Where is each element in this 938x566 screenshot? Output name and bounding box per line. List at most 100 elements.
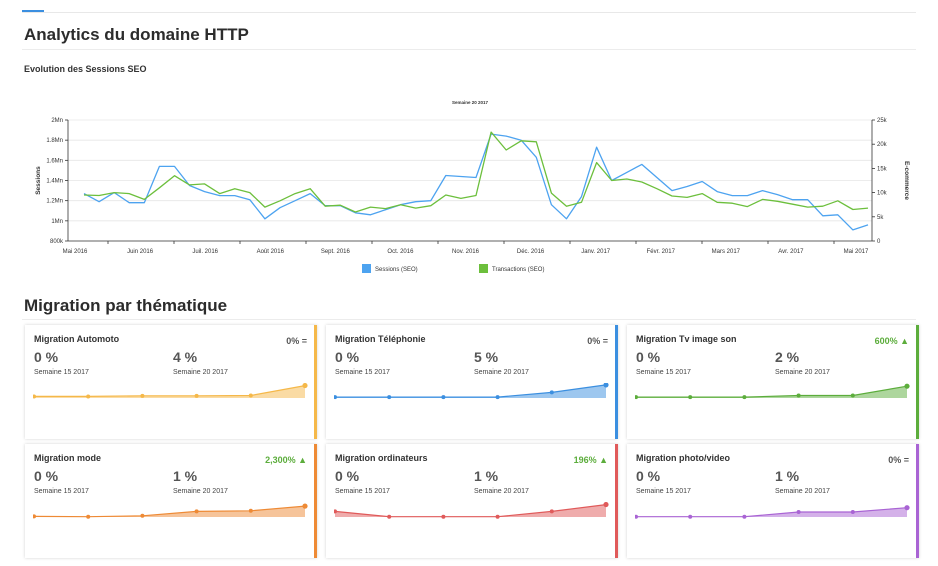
x-tick-label: Mars 2017 (712, 249, 741, 255)
sparkline-point[interactable] (688, 395, 693, 400)
card-change: 0% = (587, 336, 608, 346)
sparkline-point[interactable] (140, 513, 145, 518)
card-from-week: Semaine 15 2017 (636, 369, 691, 376)
card-from-value: 0 % (636, 349, 661, 365)
card-from-week: Semaine 15 2017 (34, 369, 89, 376)
sparkline-point[interactable] (742, 514, 747, 519)
sparkline-point[interactable] (334, 395, 337, 400)
sparkline-line (334, 504, 607, 518)
sparkline-point[interactable] (387, 395, 392, 400)
sparkline-point[interactable] (194, 393, 199, 398)
sparkline-point[interactable] (603, 502, 609, 508)
migration-card[interactable]: Migration ordinateurs 196% ▲ 0 % 1 % Semaine… (326, 444, 618, 558)
sparkline-point[interactable] (33, 514, 36, 519)
sparkline-point[interactable] (688, 514, 693, 519)
sparkline-point[interactable] (248, 393, 253, 398)
sparkline-point[interactable] (441, 395, 446, 400)
card-from-week: Semaine 15 2017 (335, 488, 390, 495)
sparkline-point[interactable] (194, 509, 199, 514)
card-title: Migration photo/video (636, 453, 730, 463)
sparkline-area (34, 506, 305, 517)
chart-title: Semaine 20 2017 (452, 100, 489, 105)
sparkline-point[interactable] (387, 514, 392, 519)
x-tick-label: Nov. 2016 (452, 249, 480, 255)
card-sparkline (334, 383, 609, 400)
sparkline-point[interactable] (302, 383, 308, 389)
x-tick-label: Oct. 2016 (387, 249, 414, 255)
sparkline-point[interactable] (140, 393, 145, 398)
sparkline-area (636, 386, 907, 398)
card-accent-bar (314, 325, 317, 439)
sparkline-point[interactable] (549, 390, 554, 395)
sparkline-point[interactable] (742, 395, 747, 400)
sparkline-point[interactable] (549, 509, 554, 514)
card-change: 2,300% ▲ (265, 455, 307, 465)
legend-label: Sessions (SEO) (375, 267, 418, 273)
sparkline-point[interactable] (904, 505, 910, 511)
sparkline-point[interactable] (850, 510, 855, 515)
card-from-week: Semaine 15 2017 (34, 488, 89, 495)
y2-tick-label: 10k (877, 191, 888, 197)
series-line-transactions-seo[interactable] (83, 131, 869, 213)
y-tick-label: 1.2Mn (46, 199, 63, 205)
sparkline-line (335, 384, 607, 398)
series-line-sessions-seo[interactable] (83, 133, 869, 231)
card-title: Migration Automoto (34, 334, 120, 344)
card-title: Migration mode (34, 453, 101, 463)
migration-card[interactable]: Migration Tv image son 600% ▲ 0 % 2 % Semain… (627, 325, 919, 439)
section-divider (22, 319, 916, 320)
card-accent-bar (314, 444, 317, 558)
sparkline-point[interactable] (302, 503, 308, 509)
y-tick-label: 800k (50, 239, 64, 245)
y2-tick-label: 25k (877, 118, 888, 124)
x-tick-label: Janv. 2017 (581, 249, 611, 255)
migration-card[interactable]: Migration Téléphonie 0% = 0 % 5 % Semaine 15… (326, 325, 618, 439)
card-to-value: 4 % (173, 349, 198, 365)
y2-axis-label: E-commerce (903, 161, 910, 200)
legend-swatch[interactable] (362, 264, 371, 273)
legend-label: Transactions (SEO) (492, 267, 544, 273)
card-from-value: 0 % (636, 468, 661, 484)
top-accent-bar (22, 10, 44, 12)
sparkline-point[interactable] (33, 394, 36, 399)
migration-card[interactable]: Migration Automoto 0% = 0 % 4 % Semaine 15 2… (25, 325, 317, 439)
sparkline-point[interactable] (441, 514, 446, 519)
sessions-chart[interactable]: Semaine 20 2017 800k 1Mn 1.2Mn 1.4Mn 1.6Mn 1.8… (0, 92, 938, 282)
chart-heading: Evolution des Sessions SEO (24, 64, 147, 74)
sparkline-point[interactable] (850, 393, 855, 398)
sparkline-line (636, 385, 908, 398)
card-change: 196% ▲ (573, 455, 608, 465)
sparkline-point[interactable] (796, 510, 801, 515)
x-tick-label: Févr. 2017 (647, 249, 676, 255)
card-from-week: Semaine 15 2017 (335, 369, 390, 376)
sparkline-area (335, 384, 606, 398)
title-divider (22, 49, 916, 50)
legend-swatch[interactable] (479, 264, 488, 273)
card-to-week: Semaine 20 2017 (173, 369, 228, 376)
y2-tick-label: 15k (877, 166, 888, 172)
sparkline-point[interactable] (86, 514, 91, 519)
y2-tick-label: 20k (877, 142, 888, 148)
card-change: 0% = (888, 455, 909, 465)
card-change: 600% ▲ (874, 336, 909, 346)
sparkline-point[interactable] (603, 383, 609, 388)
card-accent-bar (615, 444, 618, 558)
card-change: 0% = (286, 336, 307, 346)
sparkline-point[interactable] (635, 514, 638, 519)
sparkline-point[interactable] (904, 383, 910, 389)
x-tick-label: Août 2016 (257, 249, 285, 255)
card-title: Migration Téléphonie (335, 334, 426, 344)
sparkline-point[interactable] (86, 394, 91, 399)
section-title: Migration par thématique (24, 296, 228, 315)
sparkline-point[interactable] (796, 393, 801, 398)
card-to-week: Semaine 20 2017 (775, 369, 830, 376)
migration-card[interactable]: Migration mode 2,300% ▲ 0 % 1 % Semaine 15 2… (25, 444, 317, 558)
sparkline-point[interactable] (248, 508, 253, 513)
sparkline-point[interactable] (495, 514, 500, 519)
migration-card[interactable]: Migration photo/video 0% = 0 % 1 % Semaine 1… (627, 444, 919, 558)
sparkline-point[interactable] (334, 509, 337, 514)
sparkline-point[interactable] (635, 395, 638, 400)
sparkline-line (33, 505, 306, 518)
sparkline-point[interactable] (495, 395, 500, 400)
y-tick-label: 1.8Mn (46, 138, 63, 144)
